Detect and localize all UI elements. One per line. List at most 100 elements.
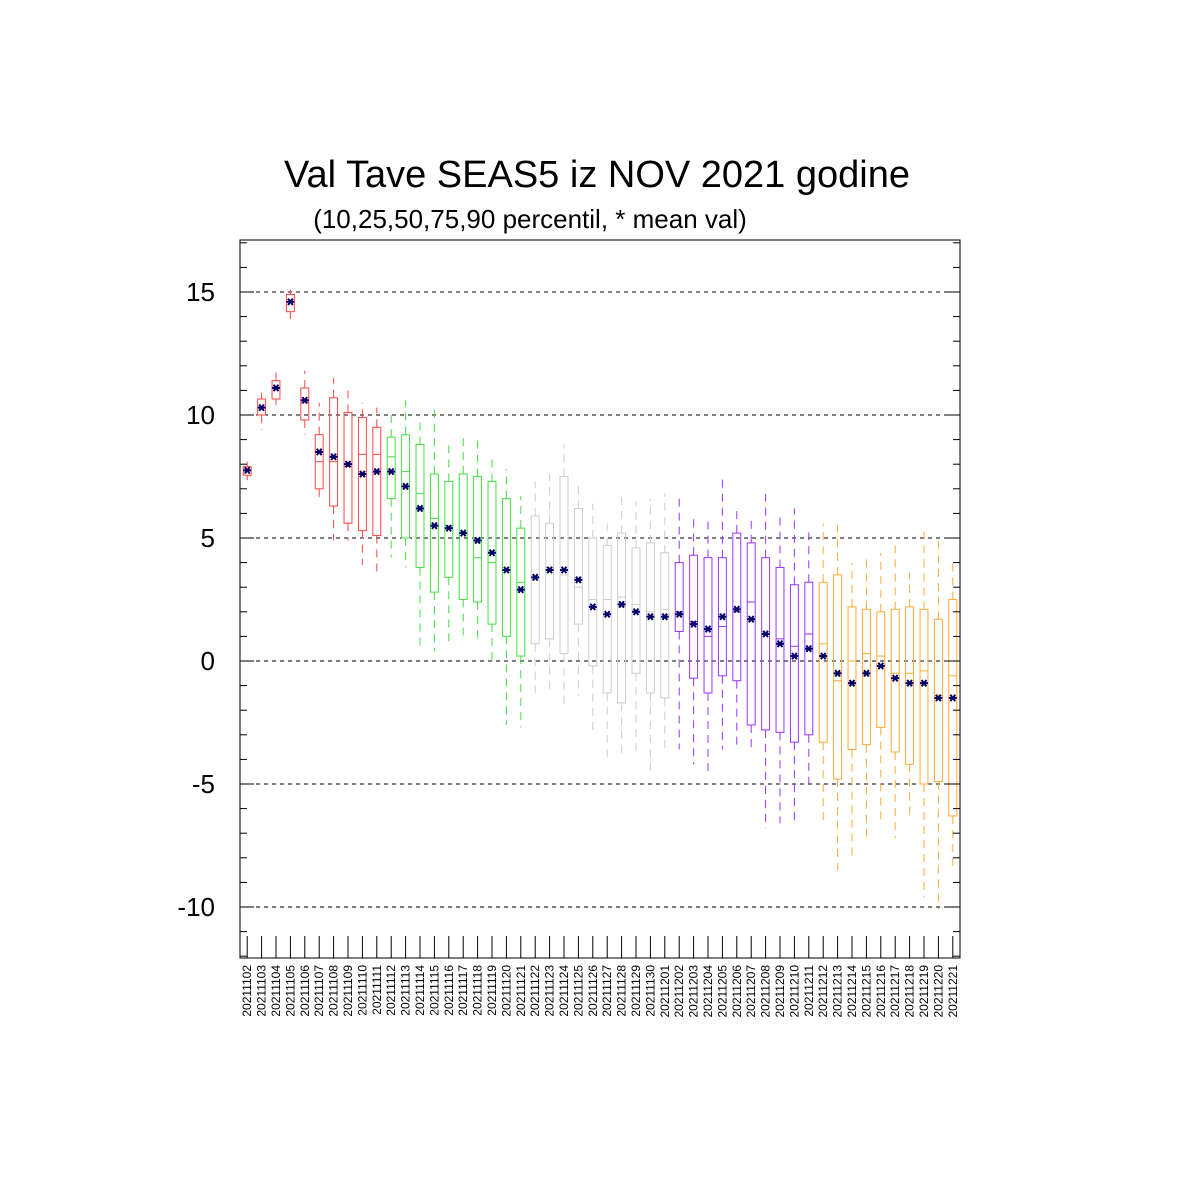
mean-marker — [776, 639, 784, 648]
iqr-box — [833, 574, 843, 780]
box-20211112 — [386, 410, 396, 558]
mean-marker-stroke — [661, 612, 669, 621]
iqr-box — [559, 476, 569, 655]
mean-marker-stroke — [848, 679, 856, 687]
box-20211126 — [588, 503, 598, 733]
mean-marker — [401, 482, 410, 491]
x-tick-label: 20211126 — [586, 965, 600, 1017]
x-tick-label: 20211204 — [701, 965, 715, 1018]
mean-marker-stroke — [762, 630, 769, 638]
mean-marker — [790, 652, 799, 660]
mean-marker-stroke — [632, 607, 640, 616]
mean-marker-stroke — [935, 694, 942, 702]
mean-marker — [920, 679, 928, 687]
iqr-box — [372, 426, 382, 537]
y-tick-label: 10 — [186, 400, 215, 430]
mean-marker — [891, 674, 900, 683]
box-20211124 — [559, 444, 569, 708]
mean-marker-stroke — [791, 652, 798, 660]
x-tick-labels: 20211102 20211103 20211104 20211105 20211106… — [240, 965, 960, 1018]
y-tick-label: -5 — [192, 769, 215, 799]
iqr-box — [919, 608, 929, 785]
mean-marker — [444, 524, 453, 532]
iqr-box — [329, 397, 339, 507]
iqr-box — [458, 473, 468, 601]
mean-marker — [848, 679, 856, 687]
y-tick-label: -10 — [177, 892, 215, 922]
mean-marker — [502, 566, 511, 574]
x-tick-label: 20211213 — [831, 965, 845, 1018]
mean-marker — [804, 644, 813, 653]
mean-marker-stroke — [733, 605, 741, 614]
mean-marker-stroke — [315, 448, 323, 456]
mean-marker-stroke — [891, 674, 899, 683]
mean-marker-stroke — [906, 679, 913, 687]
mean-markers — [243, 298, 957, 702]
x-tick-label: 20211108 — [327, 965, 341, 1017]
iqr-box — [617, 532, 627, 704]
mean-marker — [560, 566, 568, 574]
iqr-box — [861, 608, 871, 746]
box-20211214 — [847, 562, 857, 861]
mean-marker — [344, 460, 352, 468]
mean-marker — [588, 603, 597, 611]
mean-marker — [632, 607, 640, 616]
iqr-box — [516, 527, 526, 657]
box-20211219 — [919, 530, 929, 898]
iqr-box — [573, 507, 583, 625]
iqr-box — [818, 581, 828, 743]
x-tick-label: 20211121 — [514, 965, 528, 1017]
iqr-box — [905, 606, 915, 765]
mean-marker-stroke — [690, 620, 697, 628]
x-tick-label: 20211219 — [917, 965, 931, 1018]
box-20211107 — [314, 402, 324, 499]
mean-marker-stroke — [949, 694, 957, 702]
mean-marker-stroke — [258, 403, 265, 412]
mean-marker — [833, 669, 842, 678]
mean-marker — [430, 521, 439, 530]
iqr-box — [876, 611, 886, 728]
mean-marker — [516, 585, 525, 594]
mean-marker-stroke — [416, 504, 424, 513]
box-series — [242, 289, 958, 910]
box-20211114 — [415, 419, 425, 647]
box-20211103 — [257, 392, 267, 430]
x-tick-label: 20211125 — [571, 965, 585, 1017]
box-20211217 — [890, 542, 900, 839]
box-20211202 — [674, 493, 684, 750]
mean-marker-stroke — [719, 612, 726, 621]
mean-marker — [718, 612, 727, 621]
y-tick-labels: 15 10 5 0 -5 -10 — [177, 277, 215, 922]
x-tick-label: 20211207 — [744, 965, 758, 1018]
box-20211108 — [329, 378, 339, 541]
mean-marker — [243, 466, 252, 475]
iqr-box — [300, 387, 310, 421]
x-tick-label: 20211203 — [687, 965, 701, 1018]
x-tick-label: 20211103 — [255, 965, 269, 1017]
chart-subtitle: (10,25,50,75,90 percentil, * mean val) — [313, 204, 747, 234]
x-tick-label: 20211129 — [629, 965, 643, 1017]
mean-marker — [286, 298, 295, 306]
mean-marker — [315, 448, 324, 456]
iqr-box — [761, 557, 771, 731]
x-tick-label: 20211116 — [442, 965, 456, 1016]
mean-marker — [300, 396, 309, 405]
mean-marker — [617, 600, 626, 609]
x-tick-label: 20211211 — [802, 965, 816, 1017]
x-tick-label: 20211119 — [485, 965, 499, 1016]
box-20211215 — [861, 555, 871, 841]
x-tick-label: 20211201 — [658, 965, 672, 1018]
box-20211118 — [473, 434, 483, 639]
box-20211119 — [487, 459, 497, 661]
x-tick-label: 20211102 — [240, 965, 254, 1017]
box-20211209 — [775, 515, 785, 824]
box-20211120 — [501, 469, 511, 725]
iqr-box — [660, 552, 670, 699]
mean-marker-stroke — [920, 679, 928, 687]
mean-marker-stroke — [618, 600, 625, 609]
box-20211201 — [660, 493, 670, 750]
box-20211127 — [602, 518, 612, 757]
box-20211213 — [833, 523, 843, 871]
mean-marker-stroke — [387, 467, 395, 476]
